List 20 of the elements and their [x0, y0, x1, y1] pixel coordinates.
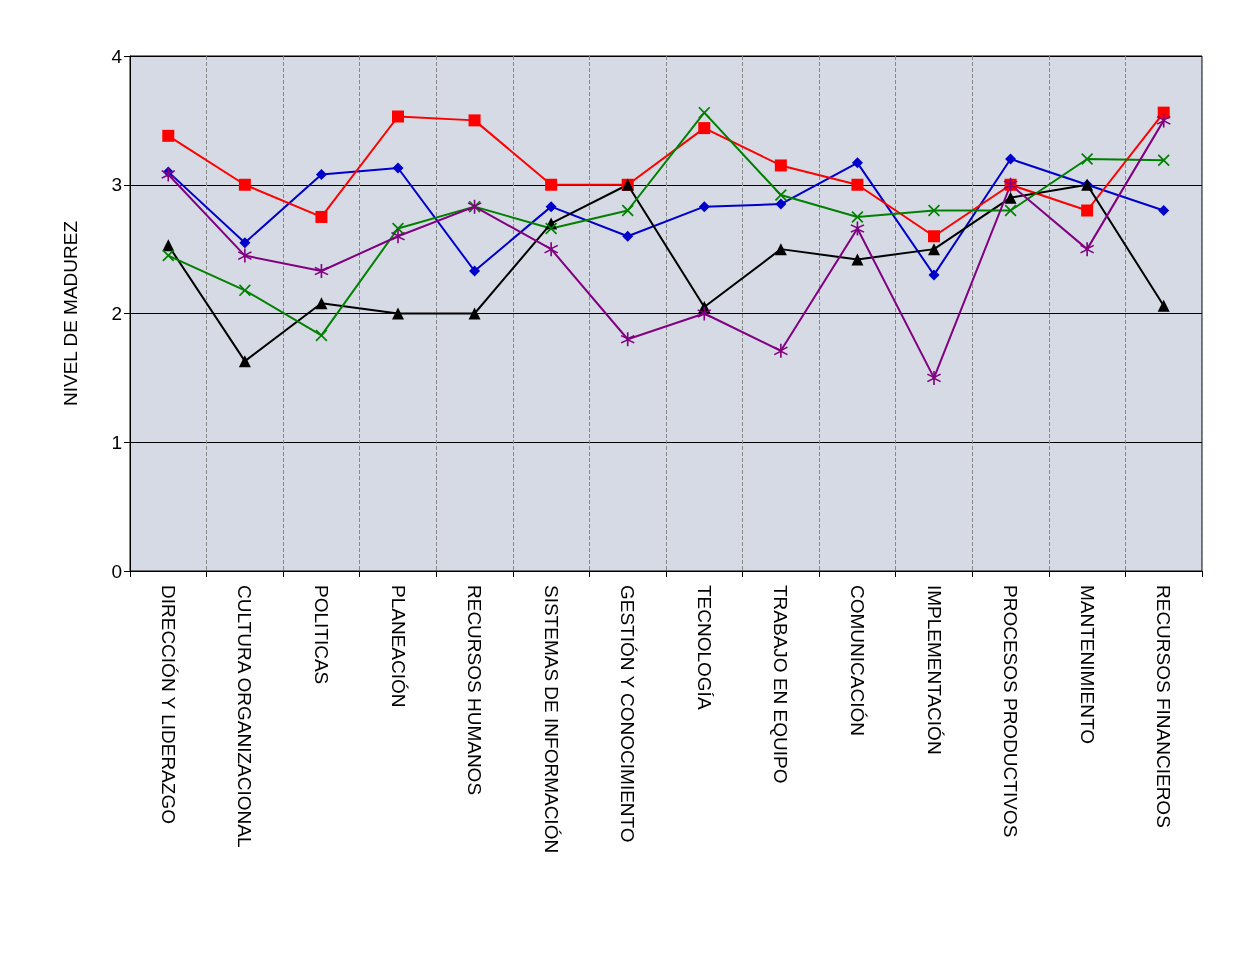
- x-tick-label: PROCESOS PRODUCTIVOS: [1000, 585, 1022, 838]
- x-tick-label: MANTENIMIENTO: [1076, 585, 1098, 745]
- x-tick-label: POLITICAS: [310, 585, 332, 685]
- y-tick-label: 4: [111, 45, 123, 67]
- y-tick-label: 0: [111, 560, 122, 582]
- x-tick-label: PLANEACIÓN: [387, 585, 409, 708]
- x-tick-label: TRABAJO EN EQUIPO: [770, 585, 792, 784]
- x-tick-label: SISTEMAS DE INFORMACIÓN: [540, 585, 562, 854]
- y-axis-title: NIVEL DE MADUREZ: [60, 220, 81, 407]
- x-tick-label: DIRECCIÓN Y LIDERAZGO: [157, 585, 179, 824]
- y-tick-label: 2: [111, 303, 122, 324]
- x-tick-label: CULTURA ORGANIZACIONAL: [234, 585, 256, 848]
- y-tick-label: 1: [111, 431, 122, 453]
- y-tick-label: 3: [111, 174, 122, 196]
- x-tick-label: RECURSOS FINANCIEROS: [1153, 585, 1175, 828]
- x-tick-label: RECURSOS HUMANOS: [464, 585, 486, 796]
- x-tick-label: IMPLEMENTACIÓN: [923, 585, 945, 755]
- x-tick-label: GESTIÓN Y CONOCIMIENTO: [617, 585, 639, 843]
- x-tick-label: COMUNICACIÓN: [846, 585, 868, 736]
- x-tick-label: TECNOLOGÍA: [693, 585, 715, 710]
